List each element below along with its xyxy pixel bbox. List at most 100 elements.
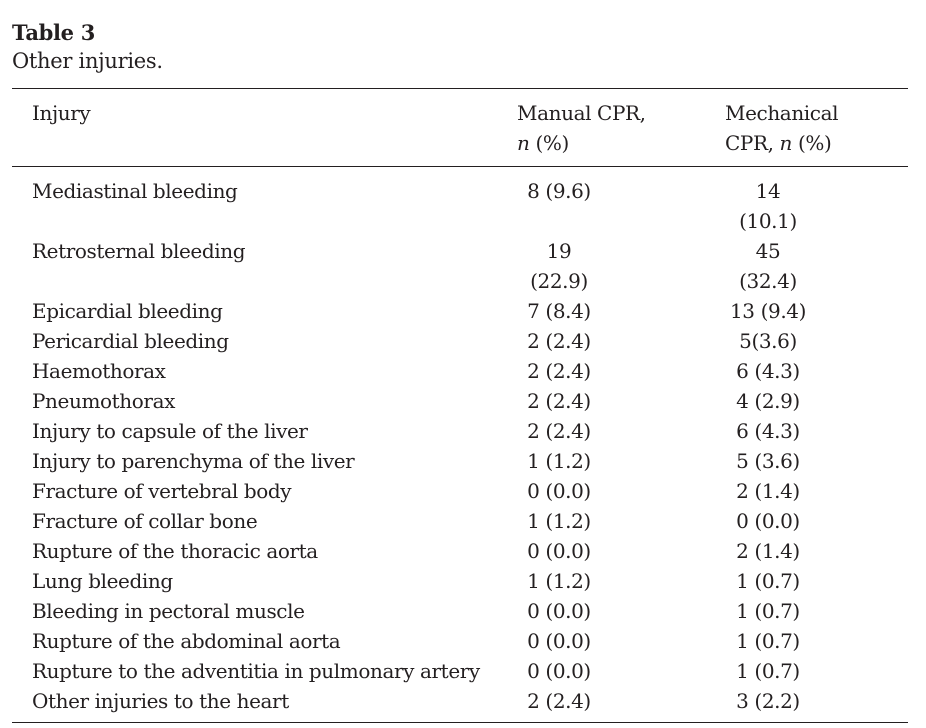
mechanical-cpr-value: 0 (0.0) xyxy=(736,509,800,533)
mechanical-cpr-value: 5 (3.6) xyxy=(736,449,800,473)
mechanical-cpr-value: 2 (1.4) xyxy=(736,479,800,503)
table-row: Rupture to the adventitia in pulmonary a… xyxy=(12,656,908,686)
cell-injury: Fracture of vertebral body xyxy=(12,476,516,506)
cell-mechanical-cpr: 2 (1.4) xyxy=(725,536,908,566)
table-row: Lung bleeding 1 (1.2) 1 (0.7) xyxy=(12,566,908,596)
header-manual-percent: (%) xyxy=(529,131,569,155)
mechanical-cpr-value: 13 (9.4) xyxy=(729,299,807,323)
table-title: Other injuries. xyxy=(12,49,163,73)
injury-name: Injury to parenchyma of the liver xyxy=(32,449,355,473)
header-manual-cpr: Manual CPR, n (%) xyxy=(516,89,725,167)
cell-manual-cpr: 1 (1.2) xyxy=(516,446,725,476)
manual-cpr-value: 1 (1.2) xyxy=(527,569,591,593)
mechanical-cpr-value: 45 (32.4) xyxy=(739,239,797,293)
cell-injury: Rupture of the abdominal aorta xyxy=(12,626,516,656)
table-row: Rupture of the thoracic aorta 0 (0.0) 2 (1… xyxy=(12,536,908,566)
table-header: Injury Manual CPR, n (%) Mechanical CPR,… xyxy=(12,88,908,167)
cell-mechanical-cpr: 14 (10.1) xyxy=(725,167,908,237)
header-mechanical-cpr: Mechanical CPR, n (%) xyxy=(725,89,908,167)
header-mech-line1: Mechanical xyxy=(725,101,839,125)
cell-mechanical-cpr: 45 (32.4) xyxy=(725,236,908,296)
injury-name: Fracture of vertebral body xyxy=(32,479,292,503)
injury-name: Rupture to the adventitia in pulmonary a… xyxy=(32,659,480,683)
manual-cpr-value: 19 (22.9) xyxy=(530,239,588,293)
manual-cpr-value: 1 (1.2) xyxy=(527,509,591,533)
table-row: Bleeding in pectoral muscle 0 (0.0) 1 (0.7… xyxy=(12,596,908,626)
injuries-table: Injury Manual CPR, n (%) Mechanical CPR,… xyxy=(12,88,908,723)
mechanical-cpr-value: 1 (0.7) xyxy=(736,659,800,683)
cell-mechanical-cpr: 3 (2.2) xyxy=(725,686,908,723)
cell-manual-cpr: 1 (1.2) xyxy=(516,506,725,536)
injury-name: Pericardial bleeding xyxy=(32,329,229,353)
cell-mechanical-cpr: 2 (1.4) xyxy=(725,476,908,506)
cell-mechanical-cpr: 5 (3.6) xyxy=(725,446,908,476)
cell-injury: Mediastinal bleeding xyxy=(12,167,516,237)
cell-injury: Injury to capsule of the liver xyxy=(12,416,516,446)
header-manual-n: n xyxy=(517,131,530,155)
cell-manual-cpr: 0 (0.0) xyxy=(516,536,725,566)
injury-name: Bleeding in pectoral muscle xyxy=(32,599,305,623)
mechanical-cpr-value: 5(3.6) xyxy=(739,329,797,353)
mechanical-cpr-value: 3 (2.2) xyxy=(736,689,800,713)
cell-mechanical-cpr: 0 (0.0) xyxy=(725,506,908,536)
injury-name: Other injuries to the heart xyxy=(32,689,289,713)
header-row: Injury Manual CPR, n (%) Mechanical CPR,… xyxy=(12,88,908,167)
cell-mechanical-cpr: 1 (0.7) xyxy=(725,656,908,686)
cell-manual-cpr: 2 (2.4) xyxy=(516,386,725,416)
mechanical-cpr-value: 2 (1.4) xyxy=(736,539,800,563)
table-row: Fracture of vertebral body 0 (0.0) 2 (1.4) xyxy=(12,476,908,506)
cell-mechanical-cpr: 4 (2.9) xyxy=(725,386,908,416)
table-label: Table 3 xyxy=(12,20,96,45)
table-row: Pneumothorax 2 (2.4) 4 (2.9) xyxy=(12,386,908,416)
cell-injury: Injury to parenchyma of the liver xyxy=(12,446,516,476)
manual-cpr-value: 2 (2.4) xyxy=(527,329,591,353)
cell-mechanical-cpr: 13 (9.4) xyxy=(725,296,908,326)
injury-name: Haemothorax xyxy=(32,359,166,383)
mechanical-cpr-value: 1 (0.7) xyxy=(736,599,800,623)
cell-manual-cpr: 19 (22.9) xyxy=(516,236,725,296)
cell-manual-cpr: 7 (8.4) xyxy=(516,296,725,326)
injury-name: Mediastinal bleeding xyxy=(32,179,238,203)
cell-mechanical-cpr: 1 (0.7) xyxy=(725,596,908,626)
manual-cpr-value: 0 (0.0) xyxy=(527,539,591,563)
cell-manual-cpr: 0 (0.0) xyxy=(516,596,725,626)
manual-cpr-value: 0 (0.0) xyxy=(527,599,591,623)
table-row: Rupture of the abdominal aorta 0 (0.0) 1 (… xyxy=(12,626,908,656)
manual-cpr-value: 2 (2.4) xyxy=(527,359,591,383)
cell-injury: Lung bleeding xyxy=(12,566,516,596)
manual-cpr-value: 2 (2.4) xyxy=(527,389,591,413)
table-row: Epicardial bleeding 7 (8.4) 13 (9.4) xyxy=(12,296,908,326)
table-row: Mediastinal bleeding 8 (9.6) 14 (10.1) xyxy=(12,167,908,237)
mechanical-cpr-value: 1 (0.7) xyxy=(736,569,800,593)
cell-mechanical-cpr: 6 (4.3) xyxy=(725,356,908,386)
cell-injury: Epicardial bleeding xyxy=(12,296,516,326)
cell-injury: Rupture of the thoracic aorta xyxy=(12,536,516,566)
cell-manual-cpr: 0 (0.0) xyxy=(516,626,725,656)
injury-name: Fracture of collar bone xyxy=(32,509,258,533)
cell-manual-cpr: 0 (0.0) xyxy=(516,476,725,506)
header-mech-cpr: CPR, xyxy=(725,131,780,155)
table-row: Haemothorax 2 (2.4) 6 (4.3) xyxy=(12,356,908,386)
cell-manual-cpr: 1 (1.2) xyxy=(516,566,725,596)
manual-cpr-value: 1 (1.2) xyxy=(527,449,591,473)
mechanical-cpr-value: 6 (4.3) xyxy=(736,359,800,383)
cell-manual-cpr: 2 (2.4) xyxy=(516,326,725,356)
injury-name: Rupture of the thoracic aorta xyxy=(32,539,318,563)
cell-mechanical-cpr: 5(3.6) xyxy=(725,326,908,356)
table-block: Table 3 Other injuries. Injury Manual CP… xyxy=(12,20,908,723)
header-injury: Injury xyxy=(12,89,516,167)
manual-cpr-value: 7 (8.4) xyxy=(527,299,591,323)
header-manual-line1: Manual CPR, xyxy=(517,101,646,125)
manual-cpr-value: 0 (0.0) xyxy=(527,629,591,653)
table-row: Fracture of collar bone 1 (1.2) 0 (0.0) xyxy=(12,506,908,536)
manual-cpr-value: 8 (9.6) xyxy=(527,179,591,203)
cell-injury: Other injuries to the heart xyxy=(12,686,516,723)
table-row: Injury to capsule of the liver 2 (2.4) 6 (… xyxy=(12,416,908,446)
injury-name: Injury to capsule of the liver xyxy=(32,419,308,443)
table-row: Retrosternal bleeding 19 (22.9) 45 (32.4) xyxy=(12,236,908,296)
mechanical-cpr-value: 4 (2.9) xyxy=(736,389,800,413)
injury-name: Pneumothorax xyxy=(32,389,175,413)
cell-mechanical-cpr: 6 (4.3) xyxy=(725,416,908,446)
header-mech-n: n xyxy=(779,131,793,155)
table-row: Pericardial bleeding 2 (2.4) 5(3.6) xyxy=(12,326,908,356)
